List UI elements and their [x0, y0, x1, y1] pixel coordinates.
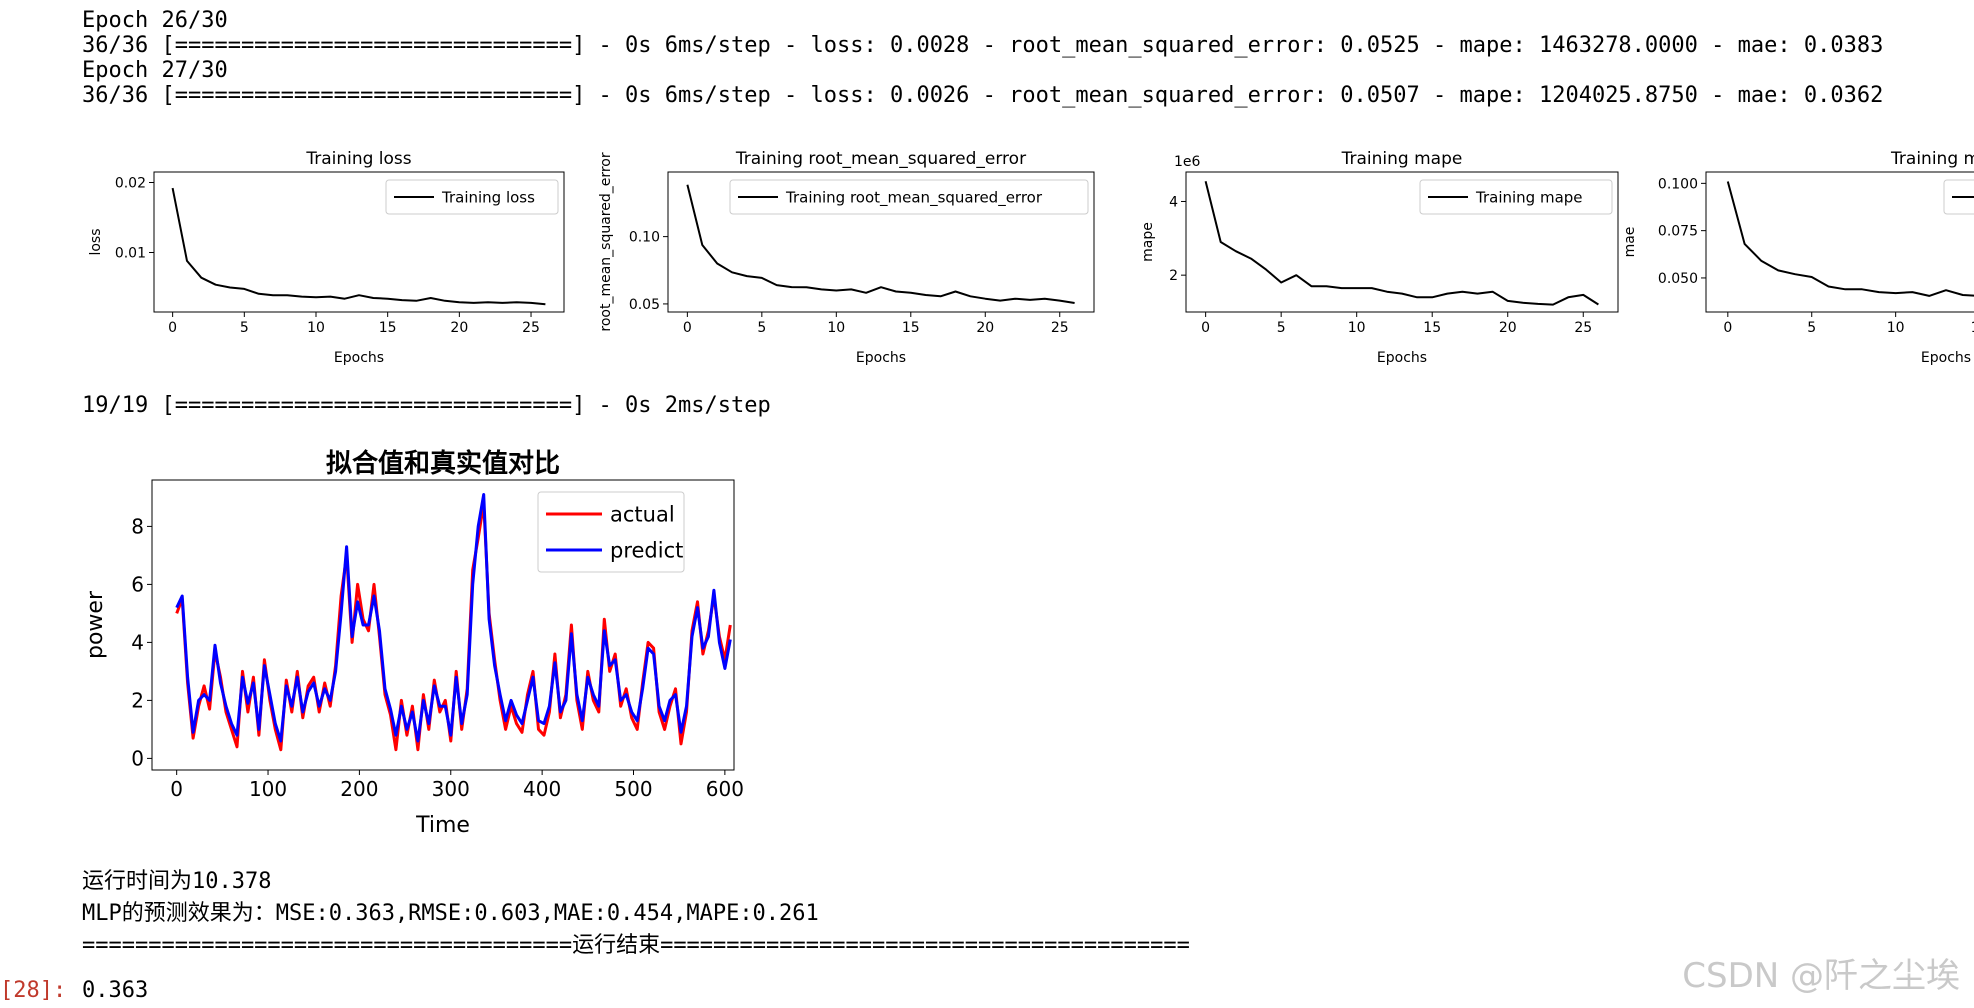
x-tick-label: 20 [976, 320, 994, 336]
chart-training-mape: Training mape 0 5 10 15 20 25 2 4 Epochs mape 1e6 Tr… [1140, 149, 1619, 366]
y-tick-label: 0.075 [1658, 224, 1698, 240]
x-tick-label: 10 [827, 320, 845, 336]
legend-box [537, 491, 685, 573]
y-axis-label: power [83, 590, 108, 659]
plot-frame [151, 479, 735, 771]
series-line-Training mae [1726, 181, 1974, 297]
plot-frame [1705, 171, 1974, 313]
y-scale-label: 1e6 [1174, 154, 1201, 170]
x-axis-label: Epochs [1921, 350, 1971, 366]
x-tick-label: 0 [168, 320, 177, 336]
y-tick-label: 0.05 [629, 297, 660, 313]
y-tick-label: 4 [1169, 195, 1178, 211]
cell-prompt: [28]: [0, 978, 67, 1003]
series-line-Training mape [1204, 180, 1599, 306]
y-tick-label: 0.10 [629, 230, 660, 246]
legend-label: Training root_mean_squared_error [785, 188, 1043, 207]
x-tick-label: 300 [432, 777, 470, 801]
x-tick-label: 10 [307, 320, 325, 336]
x-tick-label: 10 [1348, 320, 1366, 336]
x-tick-label: 100 [249, 777, 287, 801]
legend-label: Training mape [1475, 188, 1583, 206]
chart-title: Training loss [305, 149, 411, 169]
predict-step-line: 19/19 [==============================] -… [82, 393, 771, 418]
x-tick-label: 15 [379, 320, 397, 336]
x-axis-label: Epochs [856, 350, 906, 366]
legend-label: Training loss [441, 188, 535, 206]
y-axis-label: mae [1622, 227, 1638, 258]
runtime-line: 运行时间为10.378 [82, 869, 272, 894]
y-tick-label: 0.050 [1658, 271, 1698, 287]
y-tick-label: 2 [131, 689, 144, 713]
x-tick-label: 25 [522, 320, 540, 336]
chart-training-loss: Training loss 0 5 10 15 20 25 0.01 0.02 Epochs los… [88, 149, 565, 366]
metrics-line: MLP的预测效果为：MSE:0.363,RMSE:0.603,MAE:0.454… [82, 901, 819, 926]
x-tick-label: 15 [1423, 320, 1441, 336]
y-tick-label: 0.02 [115, 176, 146, 192]
x-tick-label: 25 [1574, 320, 1592, 336]
x-tick-label: 500 [614, 777, 652, 801]
legend-label: predict [610, 539, 683, 563]
x-tick-label: 400 [523, 777, 561, 801]
plot-frame [667, 171, 1095, 313]
x-tick-label: 10 [1887, 320, 1905, 336]
y-tick-label: 4 [131, 631, 144, 655]
x-tick-label: 600 [706, 777, 744, 801]
x-tick-label: 5 [240, 320, 249, 336]
x-axis-label: Epochs [1377, 350, 1427, 366]
x-tick-label: 5 [1277, 320, 1286, 336]
x-tick-label: 20 [1499, 320, 1517, 336]
end-separator: =====================================运行结… [82, 933, 1190, 958]
log-step-26: 36/36 [==============================] -… [82, 33, 1884, 58]
plot-frame [1185, 171, 1619, 313]
x-tick-label: 15 [902, 320, 920, 336]
x-tick-label: 0 [170, 777, 183, 801]
y-tick-label: 8 [131, 515, 144, 539]
x-tick-label: 0 [683, 320, 692, 336]
y-tick-label: 6 [131, 573, 144, 597]
y-axis-label: loss [88, 228, 104, 255]
y-axis-label: root_mean_squared_error [598, 152, 614, 331]
legend-box [1419, 179, 1613, 215]
y-tick-label: 0 [131, 747, 144, 771]
legend-box [729, 179, 1089, 215]
chart-training-mae: Training mae 0 5 10 15 0.050 0.075 0.100 Epochs m… [1622, 149, 1974, 366]
x-tick-label: 200 [340, 777, 378, 801]
log-epoch-26: Epoch 26/30 [82, 8, 228, 33]
series-line-predict [175, 493, 732, 743]
chart-fit-vs-actual: 拟合值和真实值对比 0 100 200 300 400 500 600 0 2 4 6 8 Time pow… [83, 448, 744, 838]
x-tick-label: 15 [1971, 320, 1974, 336]
cell-result: 0.363 [82, 978, 149, 1003]
x-tick-label: 5 [757, 320, 766, 336]
y-axis-label: mape [1140, 222, 1156, 262]
x-tick-label: 25 [1051, 320, 1069, 336]
chart-title: Training mape [1341, 149, 1463, 169]
legend-label: actual [610, 503, 675, 527]
x-tick-label: 0 [1723, 320, 1732, 336]
x-axis-label: Time [415, 813, 470, 838]
x-tick-label: 0 [1201, 320, 1210, 336]
chart-training-rmse: Training root_mean_squared_error 0 5 10 15 20… [598, 149, 1095, 366]
y-tick-label: 2 [1169, 268, 1178, 284]
x-tick-label: 5 [1807, 320, 1816, 336]
log-epoch-27: Epoch 27/30 [82, 58, 228, 83]
chart-title: Training mae [1890, 149, 1974, 169]
plot-frame [153, 171, 565, 313]
y-tick-label: 0.100 [1658, 176, 1698, 192]
legend-box [385, 179, 559, 215]
log-step-27: 36/36 [==============================] -… [82, 83, 1884, 108]
chart-title: Training root_mean_squared_error [735, 149, 1026, 169]
series-line-Training root_mean_squared_error [686, 184, 1075, 304]
x-axis-label: Epochs [334, 350, 384, 366]
x-tick-label: 20 [450, 320, 468, 336]
chart-title: 拟合值和真实值对比 [326, 448, 560, 479]
y-tick-label: 0.01 [115, 246, 146, 262]
watermark: CSDN @阡之尘埃 [1682, 956, 1960, 996]
series-line-Training loss [171, 187, 546, 306]
